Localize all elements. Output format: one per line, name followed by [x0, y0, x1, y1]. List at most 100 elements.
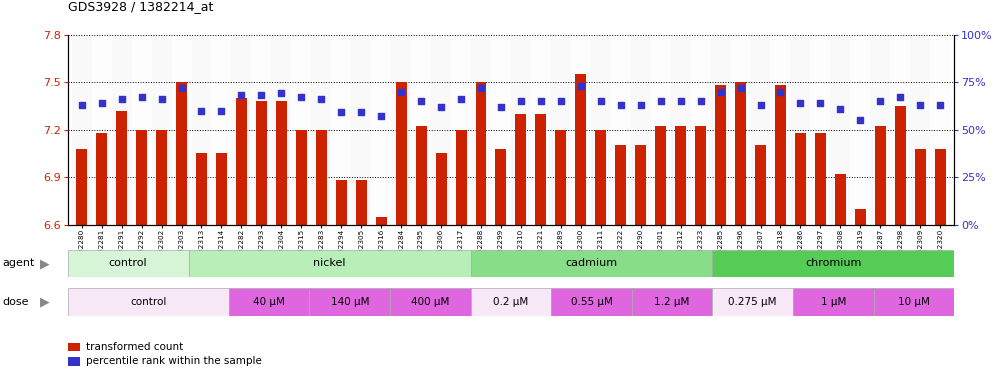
- Point: [613, 102, 628, 108]
- Point: [173, 85, 189, 91]
- Bar: [395, 82, 406, 225]
- Point: [853, 117, 869, 123]
- Bar: [188, 250, 471, 277]
- Bar: [292, 35, 312, 225]
- Bar: [176, 82, 187, 225]
- Text: GDS3928 / 1382214_at: GDS3928 / 1382214_at: [68, 0, 213, 13]
- Bar: [471, 250, 712, 277]
- Bar: [596, 130, 607, 225]
- Bar: [151, 35, 171, 225]
- Bar: [930, 35, 950, 225]
- Text: percentile rank within the sample: percentile rank within the sample: [86, 356, 262, 366]
- Bar: [191, 35, 211, 225]
- Bar: [851, 35, 871, 225]
- Point: [793, 100, 809, 106]
- Bar: [712, 250, 954, 277]
- Point: [153, 96, 169, 102]
- Bar: [631, 288, 712, 316]
- Point: [114, 96, 129, 102]
- Bar: [611, 35, 630, 225]
- Bar: [630, 35, 650, 225]
- Bar: [196, 153, 207, 225]
- Bar: [229, 288, 310, 316]
- Point: [733, 85, 749, 91]
- Text: ▶: ▶: [40, 295, 50, 308]
- Bar: [391, 35, 411, 225]
- Point: [773, 89, 789, 95]
- Bar: [471, 288, 551, 316]
- Point: [74, 102, 90, 108]
- Bar: [755, 146, 766, 225]
- Bar: [92, 35, 112, 225]
- Point: [632, 102, 648, 108]
- Bar: [216, 153, 227, 225]
- Bar: [475, 82, 486, 225]
- Text: 400 μM: 400 μM: [411, 297, 449, 307]
- Bar: [690, 35, 710, 225]
- Bar: [352, 35, 372, 225]
- Bar: [771, 35, 791, 225]
- Point: [593, 98, 609, 104]
- Bar: [551, 288, 631, 316]
- Point: [273, 90, 289, 96]
- Point: [213, 108, 229, 114]
- Bar: [715, 85, 726, 225]
- Text: 0.2 μM: 0.2 μM: [493, 297, 529, 307]
- Text: agent: agent: [2, 258, 35, 268]
- Bar: [236, 98, 247, 225]
- Bar: [735, 82, 746, 225]
- Text: 140 μM: 140 μM: [331, 297, 370, 307]
- Point: [413, 98, 429, 104]
- Bar: [910, 35, 930, 225]
- Bar: [616, 146, 626, 225]
- Bar: [276, 101, 287, 225]
- Bar: [271, 35, 292, 225]
- Text: cadmium: cadmium: [566, 258, 618, 268]
- Bar: [712, 288, 793, 316]
- Bar: [131, 35, 151, 225]
- Bar: [251, 35, 271, 225]
- Bar: [811, 35, 831, 225]
- Point: [912, 102, 928, 108]
- Bar: [312, 35, 332, 225]
- Text: 0.55 μM: 0.55 μM: [571, 297, 613, 307]
- Bar: [375, 217, 386, 225]
- Bar: [136, 130, 147, 225]
- Text: transformed count: transformed count: [86, 342, 183, 352]
- Bar: [551, 35, 571, 225]
- Bar: [72, 35, 92, 225]
- Bar: [695, 126, 706, 225]
- Point: [513, 98, 529, 104]
- Point: [354, 109, 370, 116]
- Text: nickel: nickel: [314, 258, 346, 268]
- Bar: [730, 35, 751, 225]
- Text: 0.275 μM: 0.275 μM: [728, 297, 777, 307]
- Point: [233, 92, 249, 98]
- Point: [393, 89, 409, 95]
- Bar: [68, 250, 188, 277]
- Bar: [511, 35, 531, 225]
- Point: [753, 102, 769, 108]
- Bar: [316, 130, 327, 225]
- Text: chromium: chromium: [805, 258, 862, 268]
- Bar: [112, 35, 131, 225]
- Bar: [495, 149, 506, 225]
- Bar: [775, 85, 786, 225]
- Point: [133, 94, 149, 100]
- Bar: [635, 146, 646, 225]
- Bar: [415, 126, 426, 225]
- Bar: [795, 133, 806, 225]
- Point: [253, 92, 269, 98]
- Bar: [871, 35, 890, 225]
- Text: 40 μM: 40 μM: [253, 297, 285, 307]
- Bar: [117, 111, 127, 225]
- Bar: [650, 35, 670, 225]
- Bar: [934, 149, 945, 225]
- Point: [473, 85, 489, 91]
- Point: [573, 83, 589, 89]
- Text: dose: dose: [2, 297, 29, 307]
- Point: [453, 96, 469, 102]
- Point: [533, 98, 549, 104]
- Bar: [894, 106, 905, 225]
- Text: 10 μM: 10 μM: [898, 297, 930, 307]
